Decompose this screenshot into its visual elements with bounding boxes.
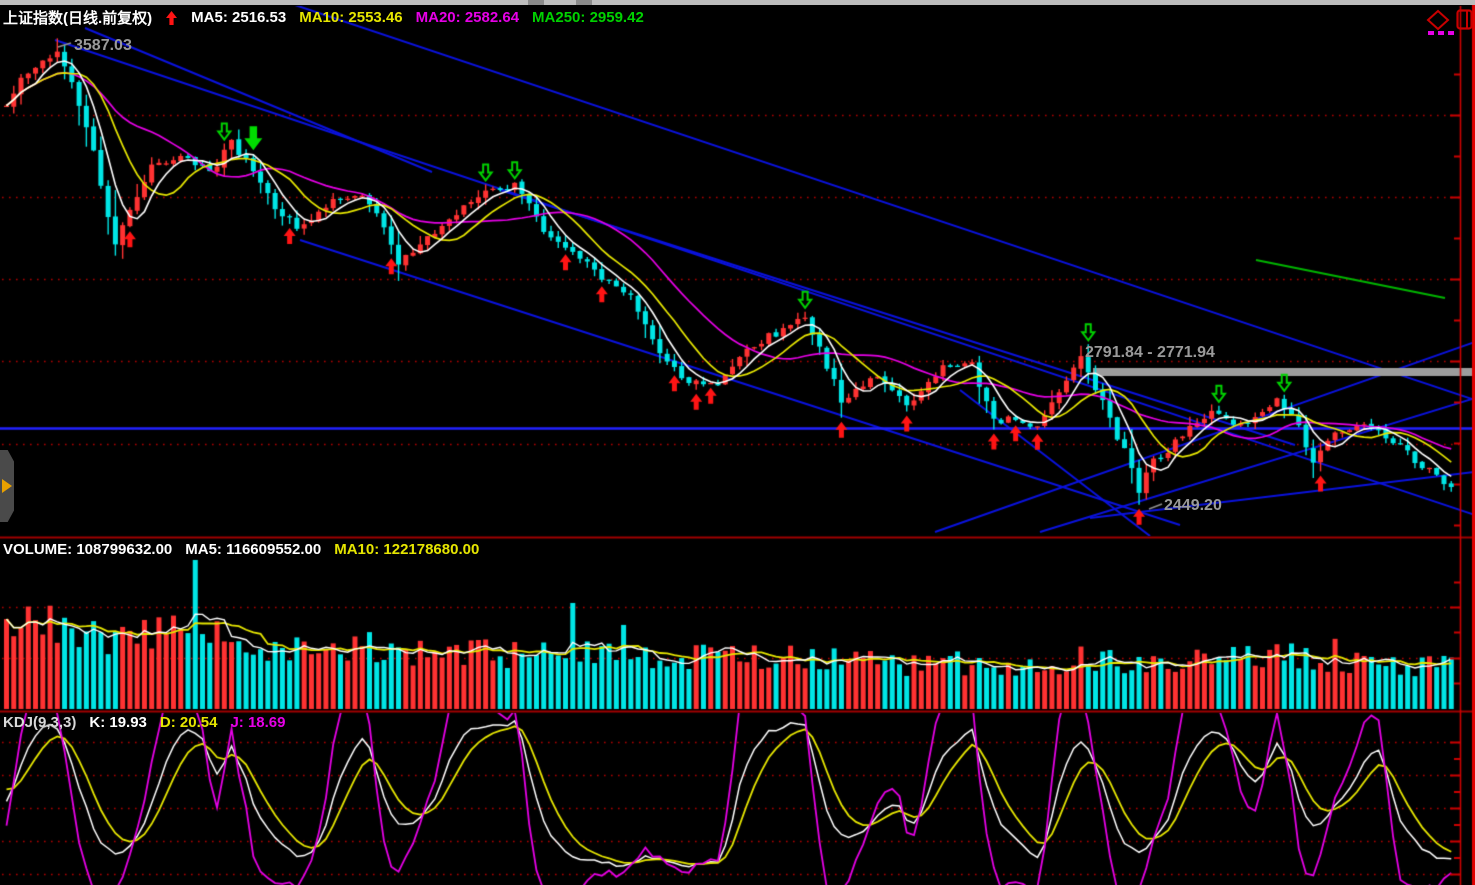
diamond-tool-icon[interactable] <box>1426 9 1450 31</box>
volume-value: VOLUME: 108799632.00 <box>3 541 173 558</box>
kdj-k-value: K: 19.93 <box>89 714 147 731</box>
window-top-strip <box>0 0 1475 5</box>
strip-notch <box>576 0 592 5</box>
up-arrow-icon <box>165 10 178 26</box>
panel-layout-icon[interactable] <box>1456 9 1473 30</box>
sidebar-expand-tab[interactable] <box>0 450 14 522</box>
volume-ma5-value: MA5: 116609552.00 <box>185 541 322 558</box>
kdj-j-value: J: 18.69 <box>230 714 286 731</box>
low-price-label: 2449.20 <box>1164 497 1222 514</box>
ma10-value: MA10: 2553.46 <box>299 9 403 26</box>
kdj-panel-header: KDJ(9,3,3) K: 19.93 D: 20.54 J: 18.69 <box>3 714 286 731</box>
ma250-value: MA250: 2959.42 <box>532 9 644 26</box>
high-price-label: 3587.03 <box>74 37 132 54</box>
dash-mark <box>1448 31 1454 35</box>
chart-title: 上证指数(日线.前复权) <box>3 10 153 27</box>
expand-arrow-icon <box>2 479 12 493</box>
gap-range-label: 2791.84 - 2771.94 <box>1085 344 1215 361</box>
dash-mark <box>1428 31 1434 35</box>
strip-notch <box>528 0 544 5</box>
ma5-value: MA5: 2516.53 <box>191 9 287 26</box>
kdj-name: KDJ(9,3,3) <box>3 714 77 731</box>
volume-ma10-value: MA10: 122178680.00 <box>334 541 480 558</box>
dash-mark <box>1438 31 1444 35</box>
magenta-dash-marks <box>1428 31 1454 35</box>
ma20-value: MA20: 2582.64 <box>415 9 520 26</box>
volume-panel-header: VOLUME: 108799632.00 MA5: 116609552.00 M… <box>3 541 479 558</box>
main-chart-header: 上证指数(日线.前复权) MA5: 2516.53 MA10: 2553.46 … <box>3 7 644 28</box>
kdj-d-value: D: 20.54 <box>159 714 218 731</box>
